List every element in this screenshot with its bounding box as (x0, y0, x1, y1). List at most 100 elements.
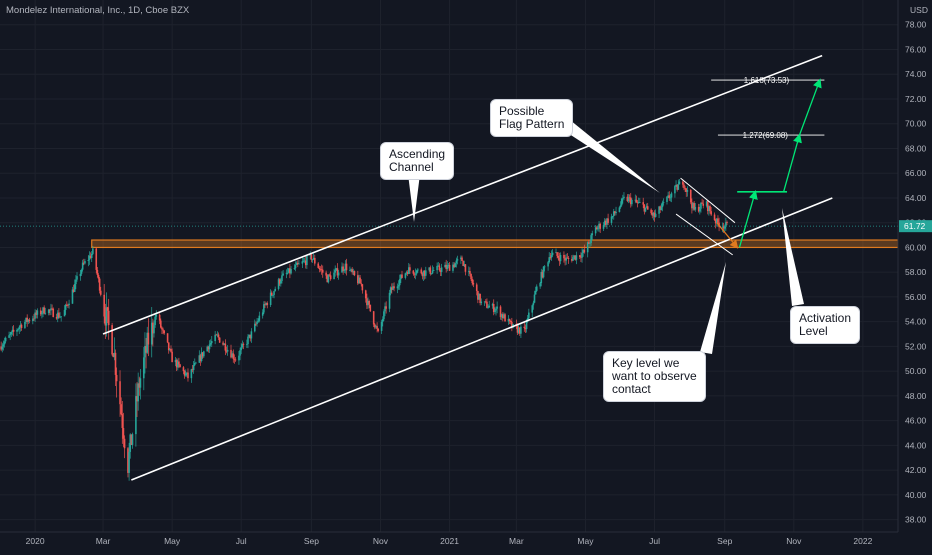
time-tick-label: 2022 (853, 536, 872, 546)
callout-ascending-channel[interactable]: Ascending Channel (380, 142, 455, 180)
candle (565, 253, 568, 265)
candle (438, 263, 441, 272)
candle (586, 241, 589, 258)
candle-body (249, 334, 252, 339)
candle-body (453, 264, 455, 268)
candle (358, 274, 360, 284)
candle-body (161, 327, 163, 330)
candle-body (516, 325, 519, 333)
candle (52, 307, 55, 318)
candle-body (75, 279, 77, 285)
candle-body (230, 349, 232, 358)
candle-body (200, 352, 203, 361)
candle (571, 255, 573, 263)
candle-body (20, 324, 23, 328)
candle (349, 266, 351, 272)
candle (381, 316, 384, 327)
candle-body (694, 206, 697, 210)
candle (234, 357, 237, 362)
candle (699, 203, 701, 215)
candle-body (33, 318, 35, 320)
candle-body (105, 307, 108, 326)
candle (294, 261, 297, 272)
candle (278, 278, 281, 286)
time-tick-label: Mar (509, 536, 524, 546)
candle-body (454, 263, 457, 268)
candle-body (388, 292, 391, 309)
candle-body (79, 273, 82, 277)
candle (557, 252, 560, 261)
candle (232, 349, 235, 363)
candle-body (628, 197, 631, 199)
candle-body (549, 257, 552, 259)
candle (635, 195, 638, 204)
candle-body (103, 294, 105, 317)
candle (176, 358, 179, 371)
callout-flag-pattern[interactable]: Possible Flag Pattern (490, 99, 574, 137)
candle-body (209, 343, 212, 345)
candle (96, 267, 99, 278)
candle-body (274, 288, 276, 292)
candle (28, 317, 31, 324)
candle-body (182, 367, 185, 372)
candle (376, 322, 378, 333)
candle (105, 292, 108, 337)
candle-body (565, 257, 568, 261)
candle (534, 286, 537, 295)
candle-body (176, 361, 179, 368)
price-tick-label: 42.00 (905, 465, 927, 475)
candle-body (352, 271, 355, 273)
candle-body (146, 332, 149, 353)
candle (397, 280, 400, 290)
candle (446, 261, 449, 272)
pointer-flag-pattern (560, 120, 660, 193)
candle (328, 273, 331, 277)
candle (186, 372, 188, 378)
candle-body (195, 362, 197, 364)
candle-body (643, 204, 646, 212)
candle-body (429, 267, 432, 274)
candle-body (602, 225, 605, 229)
candle-body (678, 181, 681, 185)
candle (121, 400, 124, 444)
projection-segment (783, 133, 802, 192)
candle (87, 254, 90, 267)
callout-activation-level[interactable]: Activation Level (790, 306, 861, 344)
candle (725, 217, 727, 231)
candle (644, 207, 647, 213)
candle (611, 215, 614, 219)
candle (115, 367, 118, 398)
candle-body (364, 290, 367, 299)
candle-body (285, 273, 288, 274)
candle (685, 188, 688, 197)
candle-body (541, 271, 544, 278)
last-price-badge (899, 220, 932, 233)
candle (287, 268, 290, 274)
candle (607, 213, 609, 225)
candle (255, 321, 257, 327)
candle (135, 383, 137, 447)
candle (274, 286, 276, 292)
candle-body (675, 184, 677, 187)
candle (620, 197, 623, 207)
candle (540, 268, 543, 287)
candle-body (241, 344, 244, 348)
candle-body (104, 316, 107, 326)
candle (222, 340, 224, 346)
candle (241, 340, 244, 349)
candle (475, 282, 478, 296)
callout-key-level[interactable]: Key level we want to observe contact (603, 351, 706, 402)
candle-body (51, 308, 53, 310)
candle (374, 323, 376, 330)
candle (266, 301, 269, 309)
candle-body (128, 451, 130, 473)
candle (575, 251, 578, 265)
candle-body (302, 260, 305, 262)
candle-body (567, 258, 570, 260)
candle-body (224, 343, 227, 351)
candle-body (214, 334, 216, 342)
candle-body (607, 218, 609, 223)
candle-body (548, 257, 551, 263)
